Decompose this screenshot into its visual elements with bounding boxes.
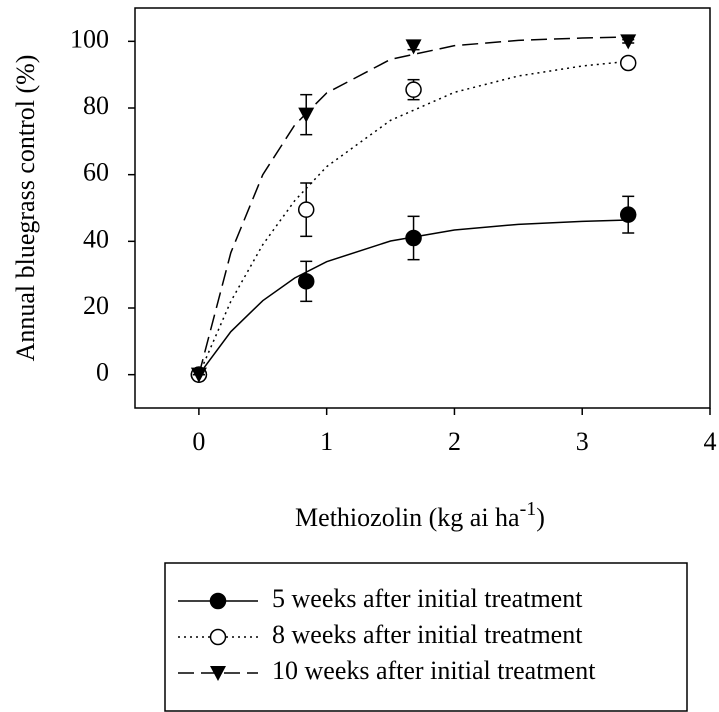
x-axis-label-end: ): [536, 503, 545, 532]
y-tick-label: 0: [96, 358, 109, 387]
data-point: [405, 81, 422, 98]
x-axis-label-sup: -1: [520, 498, 537, 520]
legend-marker: [210, 666, 226, 681]
x-axis-label: Methiozolin (kg ai ha-1): [295, 498, 545, 532]
legend-label: 5 weeks after initial treatment: [272, 584, 583, 613]
legend-label: 8 weeks after initial treatment: [272, 620, 583, 649]
data-point: [297, 201, 315, 218]
legend-marker: [209, 628, 227, 646]
fit-curve: [198, 60, 629, 375]
data-point: [619, 54, 637, 72]
fit-curve: [198, 219, 629, 376]
y-tick-label: 20: [83, 291, 109, 320]
plot-frame: [134, 7, 711, 409]
data-point: [405, 39, 422, 55]
x-tick-label: 0: [192, 427, 205, 456]
fit-curve: [198, 36, 629, 375]
y-tick-label: 60: [83, 158, 109, 187]
x-tick-label: 2: [448, 427, 461, 456]
data-point: [620, 34, 637, 50]
data-point: [190, 367, 207, 383]
y-tick-label: 80: [83, 91, 109, 120]
x-tick-label: 1: [320, 427, 333, 456]
legend-label: 10 weeks after initial treatment: [272, 656, 596, 685]
x-axis-label-main: Methiozolin (kg ai ha: [295, 503, 520, 532]
y-tick-label: 100: [70, 24, 109, 53]
data-point: [619, 206, 637, 223]
data-point: [297, 273, 315, 290]
data-point: [405, 229, 422, 247]
x-tick-label: 4: [704, 427, 717, 456]
x-tick-label: 3: [576, 427, 589, 456]
y-tick-label: 40: [83, 224, 109, 253]
legend-marker: [209, 592, 227, 610]
data-point: [298, 107, 315, 123]
y-axis-label: Annual bluegrass control (%): [11, 55, 40, 362]
